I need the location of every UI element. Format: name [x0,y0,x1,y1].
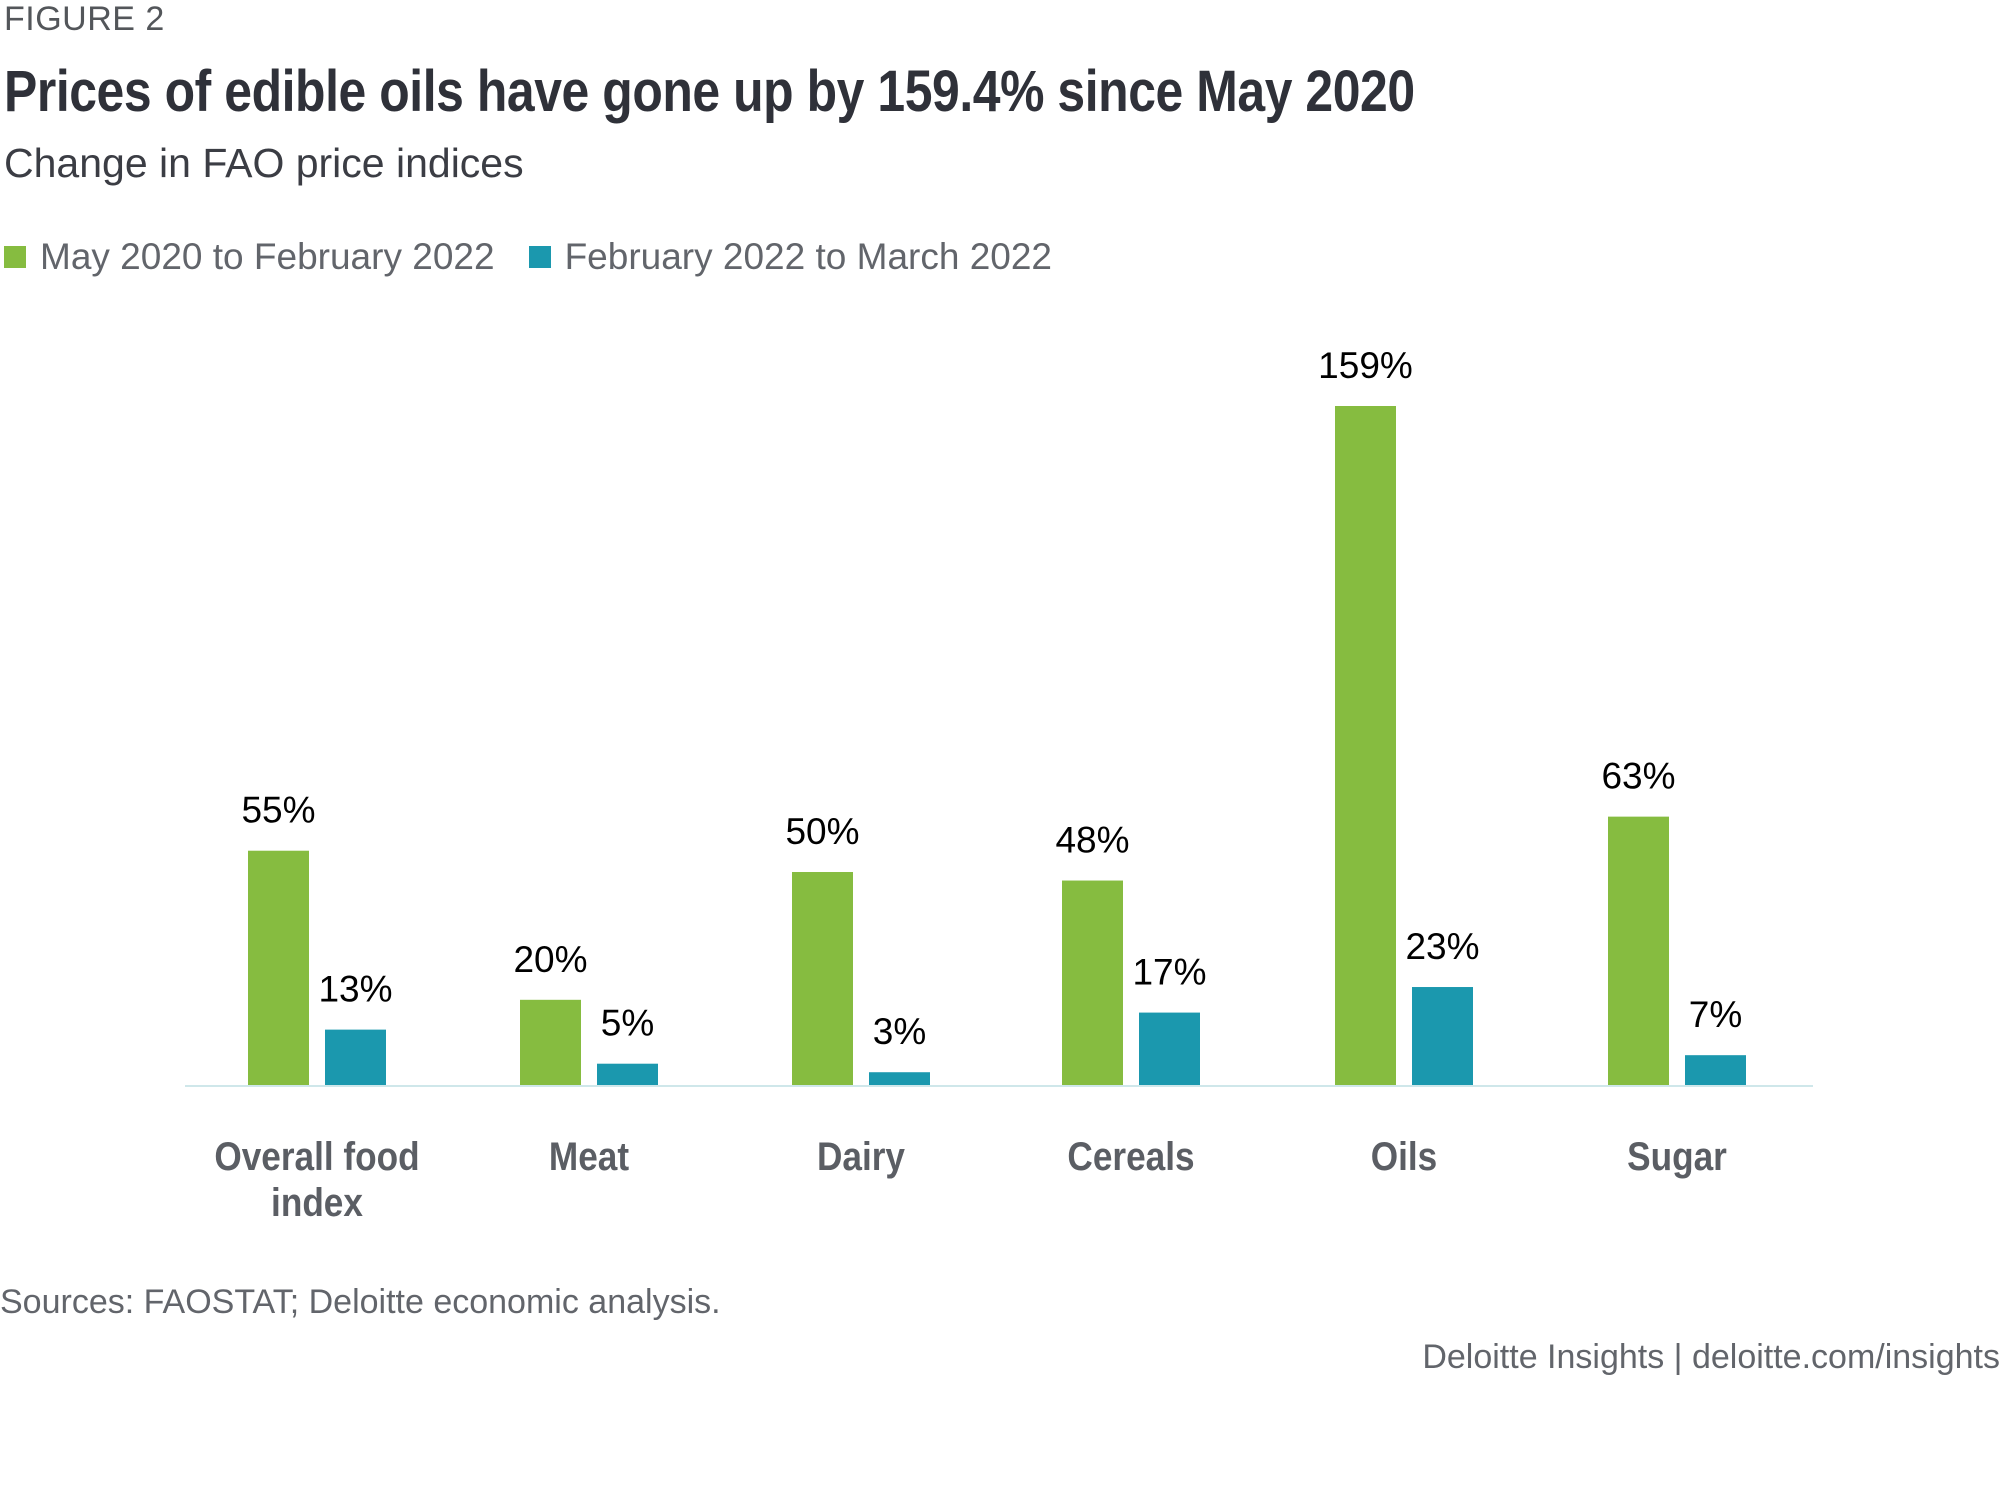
bar-dairy-series-1 [792,872,853,1085]
bar-dairy-series-2 [869,1072,930,1085]
value-label-oils-series-2: 23% [1405,926,1479,967]
bar-overall-food-index-series-1 [248,850,309,1085]
value-label-sugar-series-1: 63% [1601,756,1675,797]
bar-cereals-series-1 [1062,880,1123,1085]
bar-sugar-series-2 [1685,1055,1746,1085]
legend-swatch-teal [528,246,551,268]
bar-overall-food-index-series-2 [325,1029,386,1085]
legend-item-period-2: February 2022 to March 2022 [528,236,1053,278]
category-label-dairy: Dairy [817,1134,905,1179]
legend-label: May 2020 to February 2022 [40,236,495,277]
chart-subtitle: Change in FAO price indices [4,140,524,186]
value-label-dairy-series-1: 50% [785,811,859,852]
value-label-meat-series-1: 20% [513,939,587,980]
chart-title: Prices of edible oils have gone up by 15… [4,59,1415,124]
bar-sugar-series-1 [1608,816,1669,1085]
value-label-overall-food-index-series-2: 13% [318,969,392,1010]
legend-item-period-1: May 2020 to February 2022 [4,236,495,278]
value-label-dairy-series-2: 3% [873,1011,926,1052]
value-label-cereals-series-1: 48% [1055,820,1129,861]
category-label-cereals: Cereals [1067,1134,1194,1179]
category-label-overall-food-index: index [271,1180,363,1225]
bar-oils-series-2 [1412,987,1473,1085]
sources-note: Sources: FAOSTAT; Deloitte economic anal… [0,1283,721,1321]
value-label-meat-series-2: 5% [601,1003,654,1044]
legend: May 2020 to February 2022 February 2022 … [4,236,1086,278]
value-label-sugar-series-2: 7% [1689,994,1742,1035]
bar-cereals-series-2 [1139,1012,1200,1085]
value-label-cereals-series-2: 17% [1132,952,1206,993]
figure-label: FIGURE 2 [4,0,165,38]
bar-meat-series-2 [597,1063,658,1085]
value-label-overall-food-index-series-1: 55% [241,790,315,831]
credit-line: Deloitte Insights | deloitte.com/insight… [1422,1338,2000,1376]
category-label-sugar: Sugar [1627,1134,1727,1179]
legend-swatch-green [4,246,26,268]
category-label-meat: Meat [549,1134,630,1179]
category-label-overall-food-index: Overall food [214,1134,419,1179]
legend-label: February 2022 to March 2022 [564,236,1053,277]
bar-oils-series-1 [1335,406,1396,1085]
bar-meat-series-1 [520,999,581,1085]
category-label-oils: Oils [1371,1134,1437,1179]
value-label-oils-series-1: 159% [1318,345,1413,386]
